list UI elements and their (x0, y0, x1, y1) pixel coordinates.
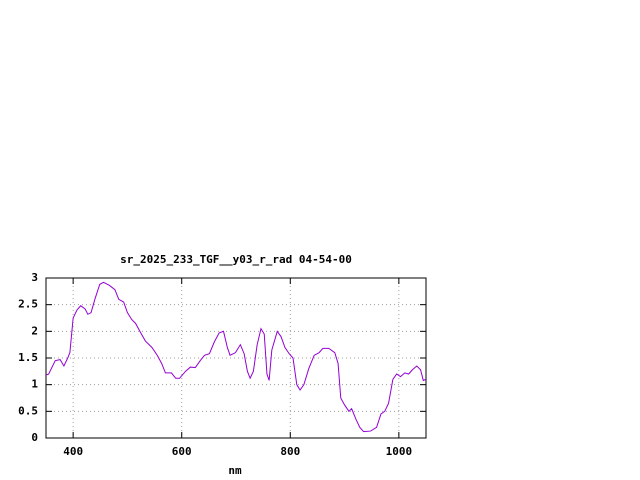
y-tick-label: 2.5 (18, 298, 38, 311)
data-line (46, 281, 426, 433)
y-tick-label: 0 (31, 431, 38, 444)
y-tick-label: 2 (31, 324, 38, 337)
y-tick-label: 0.5 (18, 404, 38, 417)
x-tick-label: 1000 (386, 445, 413, 458)
y-tick-label: 1 (31, 378, 38, 391)
y-tick-label: 3 (31, 271, 38, 284)
grid (46, 277, 426, 439)
x-tick-label: 400 (63, 445, 83, 458)
x-axis-label: nm (228, 464, 242, 477)
y-tick-label: 1.5 (18, 351, 38, 364)
x-tick-label: 800 (280, 445, 300, 458)
chart-title: sr_2025_233_TGF__y03_r_rad 04-54-00 (120, 253, 352, 266)
x-tick-label: 600 (172, 445, 192, 458)
